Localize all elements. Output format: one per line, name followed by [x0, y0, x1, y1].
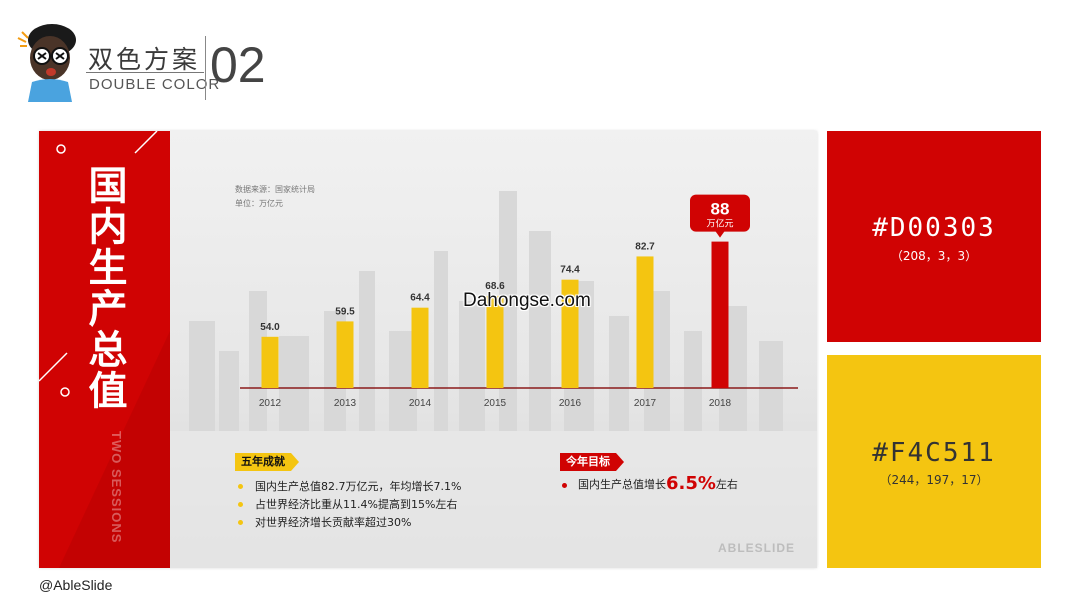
x-tick-label: 2016 — [559, 398, 582, 409]
data-source-note: 数据来源：国家统计局 单位：万亿元 — [235, 183, 315, 211]
bar — [261, 336, 279, 388]
strip-subtitle-line1: TWO — [109, 431, 124, 465]
x-tick-label: 2014 — [409, 398, 432, 409]
unit-label: 万亿元 — [706, 218, 733, 230]
watermark: Dahongse.com — [463, 290, 591, 311]
data-label: 82.7 — [635, 241, 655, 252]
x-tick-label: 2013 — [334, 398, 357, 409]
list-item: 国内生产总值82.7万亿元，年均增长7.1% — [237, 478, 461, 496]
data-label: 68.6 — [485, 281, 505, 292]
data-label: 54.0 — [260, 322, 280, 333]
data-label: 64.4 — [410, 293, 430, 304]
bar — [486, 295, 504, 388]
swatch-hex: #F4C511 — [872, 438, 996, 468]
highlight-callout — [690, 194, 750, 232]
strip-title: 国内生产总值 — [82, 165, 127, 411]
color-swatch-yellow: #F4C511 （244，197，17） — [827, 355, 1041, 568]
goal-value: 6.5% — [666, 473, 716, 494]
strip-subtitle: TWO SESSIONS — [85, 431, 125, 543]
data-label: 88 — [711, 200, 730, 219]
strip-decoration — [39, 131, 170, 568]
goal-suffix: 左右 — [715, 478, 738, 491]
x-tick-label: 2018 — [709, 398, 732, 409]
bar — [411, 307, 429, 388]
x-tick-label: 2017 — [634, 398, 657, 409]
bar — [711, 241, 729, 388]
title-strip: 国内生产总值 TWO SESSIONS — [39, 131, 170, 568]
swatch-rgb: （244，197，17） — [879, 473, 989, 487]
title-vertical-divider — [205, 36, 206, 100]
data-label: 59.5 — [335, 306, 355, 317]
slide-preview: 国内生产总值 TWO SESSIONS 数据来源：国家统计局 单位：万亿元 20… — [39, 131, 817, 568]
strip-subtitle-line2: SESSIONS — [109, 468, 124, 544]
unit-line: 单位：万亿元 — [235, 199, 283, 208]
bar — [636, 256, 654, 388]
title-english: DOUBLE COLOR — [89, 76, 221, 93]
data-label: 74.4 — [560, 265, 580, 276]
goal-text: 国内生产总值增长6.5%左右 — [562, 475, 738, 494]
color-swatch-red: #D00303 （208，3，3） — [827, 131, 1041, 342]
achievements-list: 国内生产总值82.7万亿元，年均增长7.1% 占世界经济比重从11.4%提高到1… — [237, 478, 461, 532]
x-tick-label: 2012 — [259, 398, 282, 409]
section-title: 双色方案 DOUBLE COLOR 02 — [86, 34, 276, 104]
mascot-illustration — [17, 24, 76, 102]
source-line: 数据来源：国家统计局 — [235, 185, 315, 194]
list-item: 占世界经济比重从11.4%提高到15%左右 — [237, 496, 461, 514]
swatch-hex: #D00303 — [872, 213, 996, 243]
title-chinese: 双色方案 — [88, 45, 201, 74]
gdp-bar-chart: 2012 54.0 2013 59.5 2014 64.4 2015 68.6 2016 74.4… — [240, 194, 798, 409]
brand-logo: ABLESLIDE — [718, 541, 796, 555]
x-tick-label: 2015 — [484, 398, 507, 409]
title-divider — [86, 72, 204, 73]
bar — [561, 279, 579, 388]
callout-pointer — [715, 230, 725, 238]
bar — [336, 321, 354, 388]
list-item: 对世界经济增长贡献率超过30% — [237, 514, 461, 532]
goal-prefix: 国内生产总值增长 — [578, 478, 666, 491]
credit-text: @AbleSlide — [39, 577, 113, 593]
achievements-tag: 五年成就 — [235, 453, 299, 471]
section-number: 02 — [210, 37, 266, 93]
goal-tag: 今年目标 — [560, 453, 624, 471]
swatch-rgb: （208，3，3） — [890, 249, 978, 263]
